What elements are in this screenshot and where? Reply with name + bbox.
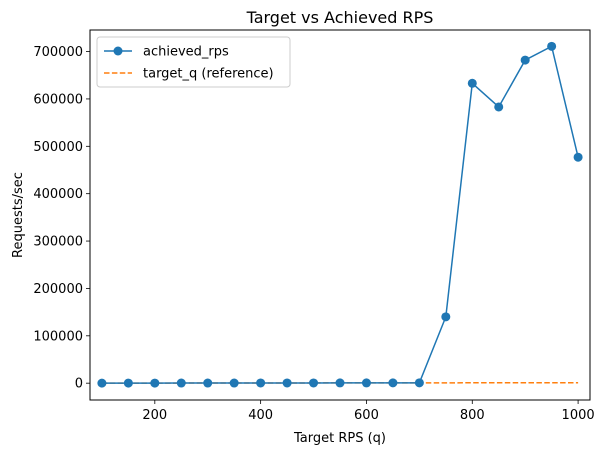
data-point (309, 378, 319, 388)
legend-label-achieved: achieved_rps (143, 45, 229, 60)
data-point (388, 378, 398, 388)
data-point (256, 378, 266, 388)
data-point (414, 378, 424, 388)
x-tick-label: 1000 (562, 408, 595, 423)
chart-title: Target vs Achieved RPS (246, 8, 434, 27)
data-point (335, 378, 345, 388)
y-tick-label: 400000 (33, 187, 83, 202)
data-point (441, 312, 451, 322)
data-point (150, 378, 160, 388)
x-tick-label: 600 (354, 408, 379, 423)
data-point (176, 378, 186, 388)
data-point (494, 102, 504, 112)
data-point (203, 378, 213, 388)
y-tick-label: 0 (75, 377, 83, 392)
legend-marker-achieved (113, 46, 123, 56)
legend-label-target: target_q (reference) (143, 67, 274, 82)
data-point (361, 378, 371, 388)
x-axis-title: Target RPS (q) (293, 431, 386, 446)
y-axis-title: Requests/sec (11, 172, 26, 258)
plot-frame (89, 29, 591, 401)
data-point (97, 378, 107, 388)
data-point (520, 55, 530, 65)
y-tick-label: 600000 (33, 92, 83, 107)
data-point (547, 41, 557, 51)
y-tick-label: 200000 (33, 282, 83, 297)
data-point (467, 78, 477, 88)
y-tick-label: 100000 (33, 329, 83, 344)
data-point (123, 378, 133, 388)
x-tick-label: 800 (460, 408, 485, 423)
y-tick-label: 300000 (33, 235, 83, 250)
data-point (229, 378, 239, 388)
data-point (573, 152, 583, 162)
x-tick-label: 200 (142, 408, 167, 423)
legend: achieved_rps target_q (reference) (96, 36, 291, 88)
data-point (282, 378, 292, 388)
x-tick-label: 400 (248, 408, 273, 423)
legend-frame (96, 36, 291, 88)
y-tick-label: 500000 (33, 140, 83, 155)
y-tick-label: 700000 (33, 45, 83, 60)
